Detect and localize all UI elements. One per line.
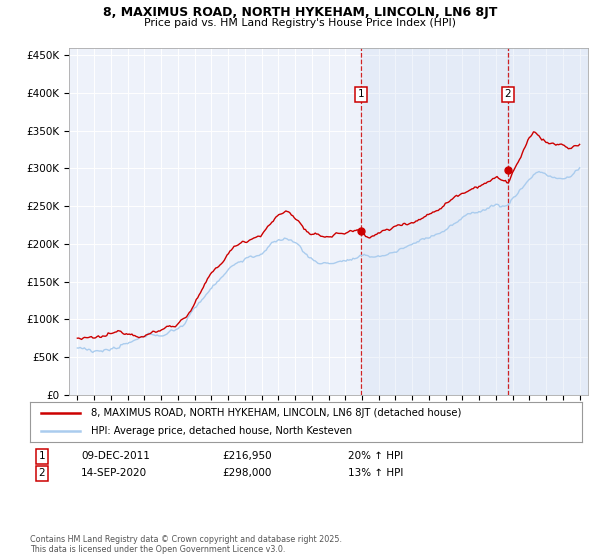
Text: 1: 1: [38, 451, 46, 461]
Text: 14-SEP-2020: 14-SEP-2020: [81, 468, 147, 478]
Text: 1: 1: [358, 90, 364, 99]
Text: Contains HM Land Registry data © Crown copyright and database right 2025.
This d: Contains HM Land Registry data © Crown c…: [30, 535, 342, 554]
Text: 13% ↑ HPI: 13% ↑ HPI: [348, 468, 403, 478]
Text: 2: 2: [38, 468, 46, 478]
Text: Price paid vs. HM Land Registry's House Price Index (HPI): Price paid vs. HM Land Registry's House …: [144, 18, 456, 28]
Text: 20% ↑ HPI: 20% ↑ HPI: [348, 451, 403, 461]
Text: 8, MAXIMUS ROAD, NORTH HYKEHAM, LINCOLN, LN6 8JT (detached house): 8, MAXIMUS ROAD, NORTH HYKEHAM, LINCOLN,…: [91, 408, 461, 418]
Text: HPI: Average price, detached house, North Kesteven: HPI: Average price, detached house, Nort…: [91, 426, 352, 436]
Bar: [361, 48, 508, 395]
Text: £298,000: £298,000: [222, 468, 271, 478]
Text: 8, MAXIMUS ROAD, NORTH HYKEHAM, LINCOLN, LN6 8JT: 8, MAXIMUS ROAD, NORTH HYKEHAM, LINCOLN,…: [103, 6, 497, 18]
Text: £216,950: £216,950: [222, 451, 272, 461]
Text: 2: 2: [505, 90, 511, 99]
Bar: [508, 48, 588, 395]
Text: 09-DEC-2011: 09-DEC-2011: [81, 451, 150, 461]
